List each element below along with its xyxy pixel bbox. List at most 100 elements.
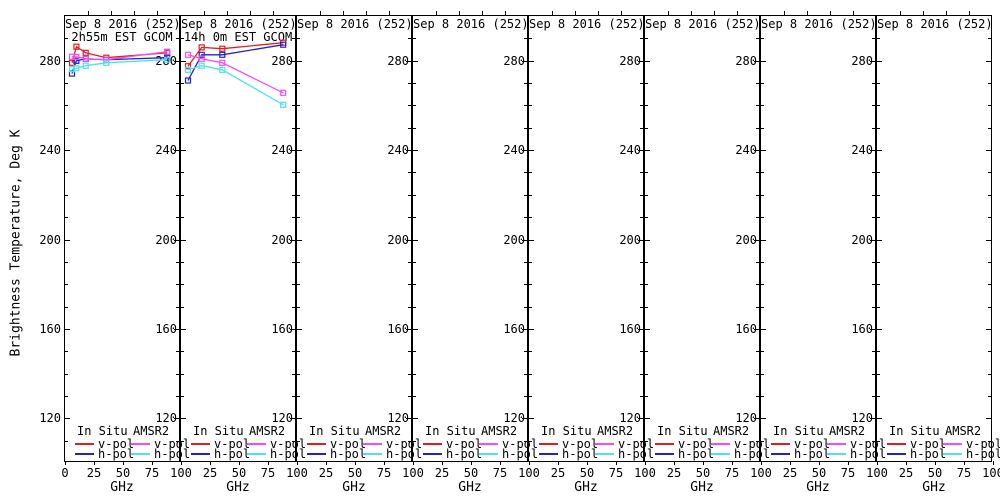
y-minor-tick bbox=[65, 395, 68, 397]
x-tick bbox=[470, 461, 472, 465]
legend-line-swatch bbox=[827, 452, 846, 455]
legend-entry: v-pol bbox=[307, 438, 366, 450]
y-tick bbox=[645, 239, 650, 241]
panel-title: Sep 8 2016 (252) bbox=[761, 17, 877, 31]
y-tick bbox=[529, 60, 534, 62]
panel-title: Sep 8 2016 (252) bbox=[413, 17, 529, 31]
y-tick bbox=[413, 239, 418, 241]
y-tick-label: 280 bbox=[503, 53, 525, 68]
y-tick bbox=[645, 328, 650, 330]
x-tick-label: 75 bbox=[376, 466, 392, 480]
y-tick-label: 160 bbox=[39, 321, 61, 336]
y-minor-tick bbox=[292, 395, 295, 397]
y-minor-tick bbox=[176, 194, 179, 196]
x-tick bbox=[731, 461, 733, 465]
legend-entry-label: h-pol bbox=[562, 447, 599, 461]
y-minor-tick bbox=[181, 351, 184, 353]
y-tick bbox=[645, 150, 650, 152]
x-axis-title: GHz bbox=[458, 480, 482, 495]
legend-entry-label: h-pol bbox=[214, 447, 251, 461]
y-tick bbox=[986, 60, 991, 62]
legend-entry: v-pol bbox=[191, 438, 250, 450]
y-minor-tick bbox=[176, 217, 179, 219]
legend-entry: h-pol bbox=[307, 448, 366, 460]
y-minor-tick bbox=[297, 351, 300, 353]
x-tick bbox=[992, 461, 994, 465]
legend-entry: h-pol bbox=[363, 448, 422, 460]
y-minor-tick bbox=[872, 395, 875, 397]
y-minor-tick bbox=[756, 127, 759, 129]
x-tick bbox=[905, 461, 907, 465]
x-tick-label: 75 bbox=[840, 466, 856, 480]
x-tick-label: 25 bbox=[898, 466, 914, 480]
y-minor-tick bbox=[65, 373, 68, 375]
y-minor-tick bbox=[292, 217, 295, 219]
x-tick-label: 50 bbox=[695, 466, 711, 480]
x-tick bbox=[412, 461, 414, 465]
x-tick-label: 25 bbox=[782, 466, 798, 480]
y-tick bbox=[181, 418, 186, 420]
legend-entry-label: h-pol bbox=[446, 447, 483, 461]
legend-line-swatch bbox=[655, 452, 674, 455]
y-minor-tick bbox=[413, 105, 416, 107]
x-tick-label: 75 bbox=[608, 466, 624, 480]
plot-panel-7: Sep 8 2016 (252) 280 240 200 160 120 25 50 75 100… bbox=[735, 11, 888, 495]
y-minor-tick bbox=[297, 440, 300, 442]
y-minor-tick bbox=[645, 284, 648, 286]
legend-group-label: AMSR2 bbox=[133, 424, 170, 438]
y-tick-label: 160 bbox=[619, 321, 641, 336]
y-tick-label: 280 bbox=[271, 53, 293, 68]
panel-title: Sep 8 2016 (252) bbox=[297, 17, 413, 31]
legend-line-swatch bbox=[655, 442, 674, 445]
y-minor-tick bbox=[872, 194, 875, 196]
y-tick bbox=[761, 418, 766, 420]
y-minor-tick bbox=[872, 351, 875, 353]
x-tick-label: 25 bbox=[550, 466, 566, 480]
y-minor-tick bbox=[877, 194, 880, 196]
y-tick bbox=[754, 150, 759, 152]
y-minor-tick bbox=[524, 306, 527, 308]
top-tick bbox=[226, 11, 228, 16]
x-tick bbox=[934, 461, 936, 465]
y-minor-tick bbox=[529, 217, 532, 219]
y-minor-tick bbox=[877, 127, 880, 129]
legend-line-swatch bbox=[363, 452, 382, 455]
y-tick bbox=[638, 418, 643, 420]
y-tick-label: 240 bbox=[271, 143, 293, 158]
legend-entry-label: v-pol bbox=[910, 437, 947, 451]
x-tick bbox=[151, 461, 153, 465]
y-minor-tick bbox=[292, 172, 295, 174]
y-tick bbox=[290, 60, 295, 62]
y-minor-tick bbox=[65, 38, 68, 40]
panel-subtitle: 2h55m EST GCOM bbox=[71, 30, 173, 44]
y-tick-label: 280 bbox=[851, 53, 873, 68]
x-tick bbox=[441, 461, 443, 465]
legend-group-label: In Situ bbox=[889, 424, 940, 438]
legend-group-label: In Situ bbox=[193, 424, 244, 438]
y-tick bbox=[761, 328, 766, 330]
y-minor-tick bbox=[761, 261, 764, 263]
legend-line-swatch bbox=[247, 442, 266, 445]
y-minor-tick bbox=[524, 127, 527, 129]
y-minor-tick bbox=[877, 440, 880, 442]
y-minor-tick bbox=[640, 217, 643, 219]
y-minor-tick bbox=[761, 351, 764, 353]
y-tick bbox=[877, 150, 882, 152]
y-minor-tick bbox=[408, 306, 411, 308]
legend-entry: h-pol bbox=[655, 448, 714, 460]
legend-line-swatch bbox=[131, 452, 150, 455]
y-tick bbox=[522, 328, 527, 330]
legend-entry-label: h-pol bbox=[386, 447, 423, 461]
y-tick bbox=[529, 239, 534, 241]
y-tick-label: 200 bbox=[851, 232, 873, 247]
y-minor-tick bbox=[413, 440, 416, 442]
y-tick bbox=[986, 328, 991, 330]
legend-group-label: AMSR2 bbox=[829, 424, 866, 438]
y-tick-label: 240 bbox=[39, 143, 61, 158]
y-minor-tick bbox=[877, 395, 880, 397]
y-minor-tick bbox=[408, 83, 411, 85]
top-tick bbox=[482, 11, 484, 16]
y-minor-tick bbox=[176, 395, 179, 397]
y-minor-tick bbox=[529, 440, 532, 442]
